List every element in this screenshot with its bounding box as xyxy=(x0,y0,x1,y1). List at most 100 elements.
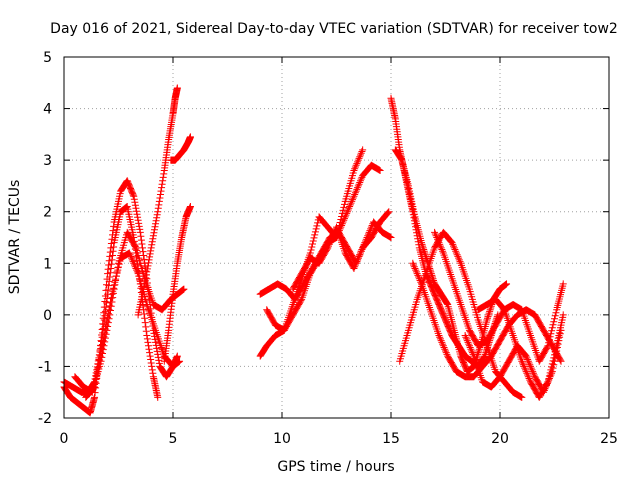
data-point xyxy=(359,146,367,154)
data-point xyxy=(141,280,149,288)
data-point xyxy=(438,338,446,346)
data-point xyxy=(545,339,553,347)
data-point xyxy=(111,278,119,286)
data-point xyxy=(158,180,166,188)
data-point xyxy=(465,340,473,348)
data-point xyxy=(527,362,535,370)
data-point xyxy=(105,277,113,285)
data-point xyxy=(108,256,116,264)
data-point xyxy=(349,194,357,202)
data-point xyxy=(544,342,552,350)
data-point xyxy=(431,228,439,236)
data-point xyxy=(143,335,151,343)
data-point xyxy=(431,230,439,238)
data-point xyxy=(135,222,143,230)
data-point xyxy=(544,378,552,386)
data-point xyxy=(141,314,149,322)
x-axis-label: GPS time / hours xyxy=(277,459,394,475)
data-point xyxy=(142,271,150,279)
x-tick-label: 20 xyxy=(491,431,509,447)
data-point xyxy=(104,286,112,294)
data-point xyxy=(108,290,116,298)
data-point xyxy=(467,345,475,353)
y-tick-label: 1 xyxy=(43,256,52,272)
data-point xyxy=(131,198,139,206)
data-point xyxy=(354,156,362,164)
data-point xyxy=(417,278,425,286)
data-point xyxy=(152,220,160,228)
data-point xyxy=(128,254,136,262)
data-point xyxy=(144,342,152,350)
data-point xyxy=(464,338,472,346)
data-point xyxy=(155,359,163,367)
data-point xyxy=(149,232,157,240)
data-point xyxy=(314,219,322,227)
data-point xyxy=(354,254,362,262)
data-point xyxy=(339,206,347,214)
data-point xyxy=(131,263,139,271)
data-point xyxy=(135,219,143,227)
data-point xyxy=(420,247,428,255)
y-axis-label: SDTVAR / TECUs xyxy=(7,180,23,295)
data-point xyxy=(146,250,154,258)
data-point xyxy=(324,244,332,252)
data-point xyxy=(468,347,476,355)
data-point xyxy=(437,244,445,252)
data-point xyxy=(443,350,451,358)
data-point xyxy=(125,249,133,257)
data-point xyxy=(159,177,167,185)
data-point xyxy=(523,369,531,377)
data-point xyxy=(455,254,463,262)
data-point xyxy=(103,317,111,325)
data-point xyxy=(419,242,427,250)
data-point xyxy=(131,201,139,209)
data-point xyxy=(313,222,321,230)
data-point xyxy=(151,223,159,231)
data-point xyxy=(101,329,109,337)
data-point xyxy=(142,323,150,331)
data-point xyxy=(126,251,134,259)
data-point xyxy=(347,199,355,207)
data-point xyxy=(437,337,445,345)
data-point xyxy=(146,349,154,357)
data-point xyxy=(452,249,460,257)
data-point xyxy=(95,360,103,368)
y-tick-label: 5 xyxy=(43,50,52,66)
data-point xyxy=(325,240,333,248)
data-point xyxy=(147,359,155,367)
data-point xyxy=(466,344,474,352)
data-point xyxy=(428,273,436,281)
data-point xyxy=(521,366,529,374)
data-point xyxy=(526,376,534,384)
data-point xyxy=(551,312,559,320)
data-point xyxy=(358,148,366,156)
data-point xyxy=(107,294,115,302)
data-point xyxy=(326,239,334,247)
data-point xyxy=(323,245,331,253)
data-point xyxy=(109,252,117,260)
data-point xyxy=(443,299,451,307)
data-point xyxy=(309,240,317,248)
data-point xyxy=(338,209,346,217)
data-point xyxy=(156,191,164,199)
data-point xyxy=(387,234,395,241)
data-point xyxy=(147,356,155,364)
data-point xyxy=(485,309,493,317)
data-point xyxy=(147,247,155,255)
data-point xyxy=(97,348,105,356)
data-point xyxy=(93,371,101,379)
data-point xyxy=(148,366,156,374)
data-point xyxy=(351,163,359,171)
data-point xyxy=(137,236,145,244)
data-point xyxy=(327,235,335,243)
data-point xyxy=(451,246,459,254)
data-point xyxy=(421,249,429,257)
data-point xyxy=(109,247,117,255)
data-point xyxy=(146,352,154,360)
data-point xyxy=(557,357,565,365)
data-point xyxy=(409,259,417,267)
data-point xyxy=(440,344,448,352)
data-point xyxy=(337,215,345,223)
data-point xyxy=(338,212,346,220)
data-point xyxy=(350,192,358,200)
